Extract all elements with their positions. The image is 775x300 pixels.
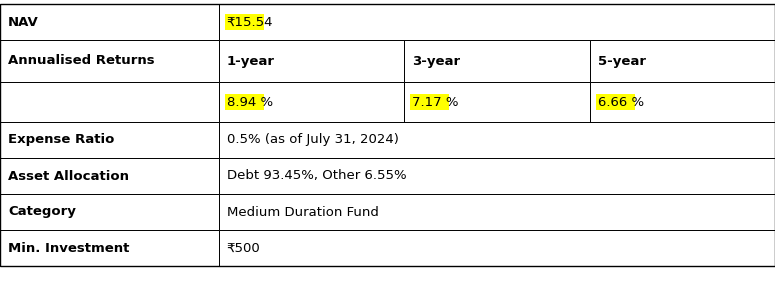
Text: 6.66 %: 6.66 % — [598, 95, 644, 109]
Bar — [219, 158, 775, 194]
Bar — [0, 40, 219, 82]
Text: Category: Category — [8, 206, 76, 218]
Bar — [0, 230, 219, 266]
Bar — [590, 40, 775, 82]
Text: Expense Ratio: Expense Ratio — [8, 134, 115, 146]
Bar — [0, 194, 219, 230]
Bar — [219, 194, 775, 230]
Text: Medium Duration Fund: Medium Duration Fund — [226, 206, 378, 218]
Bar — [410, 94, 450, 110]
Text: 5-year: 5-year — [598, 55, 646, 68]
Text: NAV: NAV — [8, 16, 39, 28]
Bar — [404, 40, 590, 82]
Bar — [0, 4, 775, 266]
Bar — [219, 82, 404, 122]
Bar — [225, 14, 264, 30]
Bar — [0, 158, 219, 194]
Bar — [590, 82, 775, 122]
Bar — [225, 94, 264, 110]
Text: Debt 93.45%, Other 6.55%: Debt 93.45%, Other 6.55% — [226, 169, 406, 182]
Bar — [219, 122, 775, 158]
Text: 7.17 %: 7.17 % — [412, 95, 459, 109]
Text: 1-year: 1-year — [226, 55, 274, 68]
Bar — [219, 40, 404, 82]
Bar — [0, 122, 219, 158]
Text: Annualised Returns: Annualised Returns — [8, 55, 155, 68]
Text: 3-year: 3-year — [412, 55, 460, 68]
Bar — [595, 94, 635, 110]
Text: Min. Investment: Min. Investment — [8, 242, 129, 254]
Text: ₹500: ₹500 — [226, 242, 260, 254]
Text: 8.94 %: 8.94 % — [226, 95, 273, 109]
Text: 0.5% (as of July 31, 2024): 0.5% (as of July 31, 2024) — [226, 134, 398, 146]
Bar — [219, 4, 775, 40]
Text: Asset Allocation: Asset Allocation — [8, 169, 129, 182]
Text: ₹15.54: ₹15.54 — [226, 16, 273, 28]
Bar — [219, 230, 775, 266]
Bar — [0, 4, 219, 40]
Bar — [404, 82, 590, 122]
Bar — [0, 82, 219, 122]
